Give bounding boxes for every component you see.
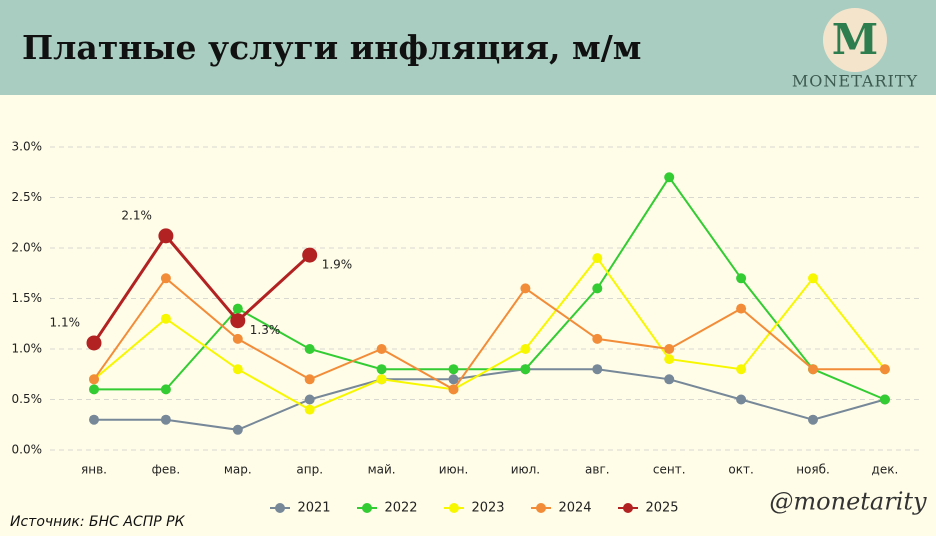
legend-label: 2024 <box>558 501 591 516</box>
point <box>232 424 243 435</box>
logo-letter: M <box>832 15 879 64</box>
point <box>304 404 315 415</box>
point <box>664 374 675 385</box>
point <box>448 384 459 395</box>
header-band <box>0 0 936 95</box>
point <box>232 333 243 344</box>
value-label: 1.1% <box>50 315 81 329</box>
legend-label: 2021 <box>297 501 330 516</box>
value-label: 1.9% <box>322 258 353 272</box>
y-tick-label: 0.0% <box>12 443 43 457</box>
legend-label: 2023 <box>471 501 504 516</box>
y-tick-label: 2.0% <box>12 241 43 255</box>
chart-title: Платные услуги инфляция, м/м <box>22 28 641 67</box>
point <box>302 247 318 263</box>
point <box>376 344 387 354</box>
x-tick-label: апр. <box>296 463 323 477</box>
point <box>376 364 387 375</box>
point <box>89 414 99 425</box>
point <box>230 313 246 329</box>
point <box>664 172 675 183</box>
legend-label: 2025 <box>645 501 678 516</box>
point <box>808 273 818 284</box>
point <box>376 374 387 385</box>
x-tick-label: авг. <box>585 463 610 477</box>
legend-label: 2022 <box>384 501 417 516</box>
x-tick-label: июл. <box>511 463 540 477</box>
point <box>160 313 171 324</box>
series-line <box>94 368 886 431</box>
point <box>160 384 171 395</box>
source: Источник: БНС АСПР РК <box>10 514 186 530</box>
point <box>160 273 171 284</box>
brand-name: MONETARITY <box>792 72 918 91</box>
point <box>808 364 818 375</box>
point <box>592 253 603 264</box>
point <box>160 414 171 425</box>
point <box>592 283 603 294</box>
point <box>89 384 99 395</box>
point <box>304 374 315 385</box>
point <box>158 228 174 244</box>
point <box>736 364 747 375</box>
x-tick-label: мар. <box>224 463 252 477</box>
point <box>879 394 890 405</box>
y-tick-label: 1.0% <box>12 342 43 356</box>
point <box>592 333 603 344</box>
point <box>736 394 747 405</box>
logo-circle <box>823 8 887 72</box>
y-tick-label: 0.5% <box>12 392 43 406</box>
point <box>232 303 243 314</box>
point <box>808 414 818 425</box>
point <box>448 374 459 385</box>
point <box>520 283 531 294</box>
handle: @monetarity <box>769 488 927 516</box>
x-tick-label: июн. <box>439 463 469 477</box>
legend-marker <box>623 503 633 513</box>
x-tick-label: янв. <box>81 463 107 477</box>
point <box>304 394 315 405</box>
legend-marker <box>449 503 459 513</box>
point <box>664 344 675 354</box>
y-tick-label: 3.0% <box>12 140 43 154</box>
value-label: 1.3% <box>250 323 280 337</box>
point <box>736 303 747 314</box>
x-tick-label: фев. <box>152 463 181 477</box>
x-tick-label: нояб. <box>796 463 830 477</box>
point <box>448 364 459 375</box>
series-line <box>92 233 311 344</box>
point <box>520 344 531 354</box>
x-tick-label: дек. <box>872 463 899 477</box>
point <box>520 364 531 375</box>
point <box>736 273 747 284</box>
point <box>304 344 315 354</box>
point <box>89 374 99 385</box>
y-tick-label: 1.5% <box>12 291 43 305</box>
series-line <box>93 276 885 391</box>
point <box>664 354 675 365</box>
point <box>232 364 243 375</box>
legend-marker <box>362 503 372 513</box>
point <box>592 364 603 375</box>
point <box>879 364 890 375</box>
x-tick-label: май. <box>368 463 396 477</box>
x-tick-label: сент. <box>653 463 686 477</box>
value-label: 2.1% <box>121 208 152 222</box>
point <box>86 335 102 351</box>
series-line <box>93 256 886 411</box>
x-tick-label: окт. <box>728 463 753 477</box>
legend-marker <box>536 503 546 513</box>
legend-marker <box>275 503 285 513</box>
y-tick-label: 2.5% <box>12 190 43 204</box>
